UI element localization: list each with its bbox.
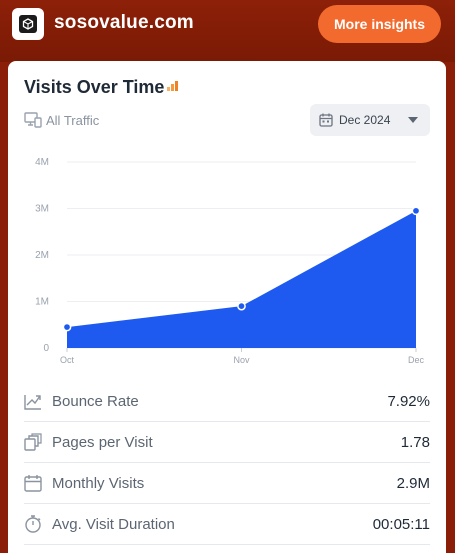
pages-icon <box>24 433 42 451</box>
y-tick-label: 3M <box>35 204 49 215</box>
more-insights-button[interactable]: More insights <box>318 5 441 43</box>
data-point[interactable] <box>411 206 421 216</box>
data-point[interactable] <box>237 301 246 311</box>
stopwatch-icon <box>25 515 41 533</box>
traffic-filter-label: All Traffic <box>46 113 100 128</box>
data-point[interactable] <box>62 322 72 332</box>
y-tick-label: 0 <box>43 343 49 354</box>
calendar-icon <box>24 475 42 492</box>
metric-label: Bounce Rate <box>52 393 139 410</box>
x-tick-label: Nov <box>233 355 250 365</box>
devices-icon <box>24 112 42 128</box>
metric-value: 7.92% <box>387 393 430 410</box>
y-tick-label: 1M <box>35 297 49 308</box>
card-title: Visits Over Time <box>24 77 165 97</box>
date-selector-value: Dec 2024 <box>339 113 391 127</box>
x-tick-label: Dec <box>408 355 425 365</box>
metric-value: 00:05:11 <box>372 516 430 533</box>
calendar-icon <box>319 113 333 127</box>
top-bar: sosovalue.com More insights <box>0 0 455 62</box>
metric-row-pages-per-visit: Pages per Visit 1.78 <box>24 422 430 463</box>
metric-label: Avg. Visit Duration <box>52 516 175 533</box>
site-name: sosovalue.com <box>54 12 194 33</box>
metric-label: Monthly Visits <box>52 475 145 492</box>
visits-chart: 0 1M 2M 3M 4M Oct Nov Dec <box>35 157 425 365</box>
metric-value: 1.78 <box>400 434 430 451</box>
metric-value: 2.9M <box>396 475 430 492</box>
y-tick-label: 4M <box>35 157 49 168</box>
metric-row-monthly-visits: Monthly Visits 2.9M <box>24 463 430 504</box>
date-selector[interactable]: Dec 2024 <box>310 104 430 136</box>
metric-row-avg-visit-duration: Avg. Visit Duration 00:05:11 <box>24 504 430 545</box>
sosovalue-logo-icon <box>12 8 44 40</box>
trend-down-icon <box>24 395 41 410</box>
visits-card: Visits Over Time All Traffic Dec 2024 0 1… <box>8 61 446 553</box>
x-tick-label: Oct <box>60 355 75 365</box>
signal-bars-icon <box>167 81 178 91</box>
chevron-down-icon <box>408 117 418 123</box>
y-tick-label: 2M <box>35 250 49 261</box>
metric-row-bounce-rate: Bounce Rate 7.92% <box>24 381 430 422</box>
visits-area <box>67 210 416 348</box>
metric-label: Pages per Visit <box>52 434 153 451</box>
